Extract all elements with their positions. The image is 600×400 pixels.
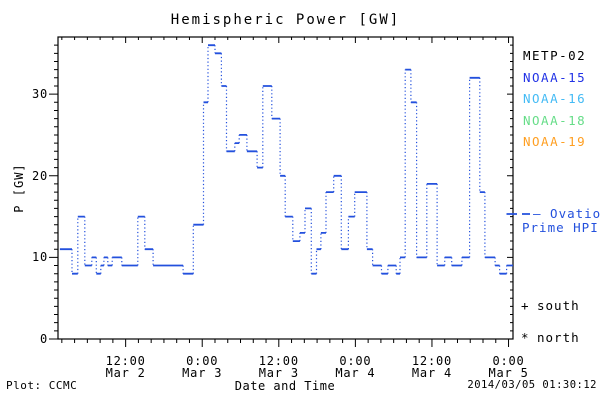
x-tick-date: Mar 2 xyxy=(105,366,146,380)
y-tick-label: 30 xyxy=(31,87,48,102)
x-axis-label: Date and Time xyxy=(234,379,336,393)
x-tick-date: Mar 3 xyxy=(258,366,299,380)
ovation-legend: — Ovation Prime HPI xyxy=(522,206,600,234)
hpi-step-line-vertical-connectors xyxy=(71,45,508,274)
x-tick-date: Mar 5 xyxy=(488,366,529,380)
x-tick-time: 12:00 xyxy=(258,354,299,368)
axis-ticks xyxy=(49,37,513,347)
ovation-legend-line1: — Ovation xyxy=(533,206,600,221)
hpi-step-line xyxy=(59,44,513,275)
x-tick-label: 12:00 Mar 4 xyxy=(400,355,464,379)
asterisk-marker-icon: * xyxy=(521,330,530,345)
ovation-legend-line2: Prime HPI xyxy=(522,219,599,235)
x-tick-label: 0:00 Mar 4 xyxy=(323,355,387,379)
x-tick-label: 12:00 Mar 2 xyxy=(94,355,158,379)
y-tick-label: 20 xyxy=(31,168,48,183)
plot-credit: Plot: CCMC xyxy=(6,379,78,392)
x-tick-date: Mar 4 xyxy=(335,366,376,380)
south-marker-label: south xyxy=(537,298,580,313)
plus-marker-icon: + xyxy=(521,298,530,313)
north-marker-key: * north xyxy=(521,330,580,345)
y-axis-label: P [GW] xyxy=(12,163,26,213)
x-tick-time: 12:00 xyxy=(411,354,453,368)
x-tick-label: 0:00 Mar 3 xyxy=(170,355,234,379)
north-marker-label: north xyxy=(537,330,580,345)
legend-item-noaa-18: NOAA-18 xyxy=(523,112,587,128)
x-tick-time: 0:00 xyxy=(492,354,525,368)
satellite-legend: METP-02 NOAA-15 NOAA-16 NOAA-18 NOAA-19 xyxy=(523,45,586,153)
legend-item-noaa-15: NOAA-15 xyxy=(523,69,587,85)
x-tick-date: Mar 3 xyxy=(182,366,223,380)
chart-title: Hemispheric Power [GW] xyxy=(170,12,401,28)
x-tick-time: 12:00 xyxy=(105,354,146,368)
x-tick-time: 0:00 xyxy=(339,354,372,368)
plot-border xyxy=(57,36,514,340)
y-tick-label: 10 xyxy=(31,250,48,265)
x-tick-time: 0:00 xyxy=(186,354,219,368)
legend-item-metp-02: METP-02 xyxy=(523,48,587,63)
y-tick-label: 0 xyxy=(39,332,48,346)
x-tick-date: Mar 4 xyxy=(411,366,453,380)
x-tick-label: 12:00 Mar 3 xyxy=(247,355,311,379)
legend-item-noaa-19: NOAA-19 xyxy=(523,134,587,149)
plot-timestamp: 2014/03/05 01:30:12 xyxy=(467,379,597,391)
south-marker-key: + south xyxy=(521,298,580,313)
x-tick-label: 0:00 Mar 5 xyxy=(477,355,541,379)
legend-item-noaa-16: NOAA-16 xyxy=(523,91,587,106)
